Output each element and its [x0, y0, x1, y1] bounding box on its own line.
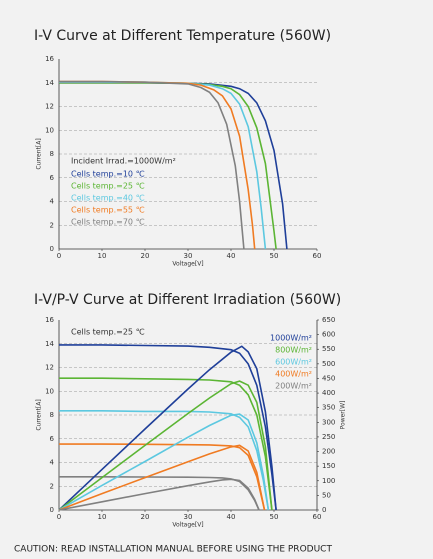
y2-tick-label: 400 [322, 389, 335, 397]
x-tick-label: 10 [98, 513, 107, 521]
x-axis-label: Voltage[V] [172, 261, 203, 268]
y-tick-label: 10 [45, 387, 54, 395]
legend-entry: 800W/m² [275, 346, 312, 355]
y-tick-label: 8 [50, 411, 54, 419]
y-tick-label: 4 [50, 198, 55, 206]
y2-tick-label: 650 [322, 316, 335, 324]
x-tick-label: 30 [184, 252, 193, 260]
y2-tick-label: 500 [322, 360, 335, 368]
y-tick-label: 2 [50, 221, 54, 229]
annotation: Cells temp.=25 ℃ [71, 328, 145, 337]
y-tick-label: 2 [50, 482, 54, 490]
series-line [58, 413, 270, 511]
legend-entry: Cells temp.=70 ℃ [71, 218, 145, 227]
x-tick-label: 20 [141, 252, 150, 260]
legend-entry: Cells temp.=25 ℃ [71, 182, 145, 191]
y-tick-label: 12 [45, 364, 54, 372]
y2-tick-label: 300 [322, 418, 335, 426]
x-tick-label: 50 [270, 513, 279, 521]
y2-tick-label: 350 [322, 404, 335, 412]
chart-title: I-V/P-V Curve at Different Irradiation (… [34, 292, 341, 308]
legend-entry: Cells temp.=10 ℃ [71, 170, 145, 179]
x-tick-label: 0 [57, 513, 61, 521]
x-tick-label: 20 [141, 513, 150, 521]
x-tick-label: 40 [227, 252, 236, 260]
y-tick-label: 4 [50, 459, 55, 467]
series-line [59, 443, 266, 511]
y-axis-label: Current[A] [36, 138, 43, 169]
legend-entry: Cells temp.=55 ℃ [71, 206, 145, 215]
y2-tick-label: 200 [322, 448, 335, 456]
y-tick-label: 16 [45, 316, 54, 324]
series-line [59, 377, 273, 511]
x-tick-label: 60 [313, 252, 322, 260]
series-line [58, 380, 273, 511]
y2-tick-label: 150 [322, 462, 335, 470]
y-tick-label: 0 [50, 506, 54, 514]
legend-entry: Cells temp.=40 ℃ [71, 194, 145, 203]
legend-entry: 1000W/m² [270, 334, 312, 343]
y2-tick-label: 50 [322, 491, 331, 499]
y-tick-label: 0 [50, 245, 54, 253]
y2-tick-label: 600 [322, 331, 335, 339]
caution: CAUTION: READ INSTALLATION MANUAL BEFORE… [14, 545, 332, 555]
x-axis-label: Voltage[V] [172, 522, 203, 529]
y2-tick-label: 100 [322, 477, 335, 485]
y-tick-label: 14 [45, 79, 54, 87]
y-tick-label: 16 [45, 55, 54, 63]
y-axis-label: Current[A] [36, 399, 43, 430]
legend-entry: 600W/m² [275, 358, 312, 367]
series-line [58, 478, 260, 511]
legend-entry: 200W/m² [275, 382, 312, 391]
y2-axis-label: Power[W] [340, 401, 347, 430]
series-line [59, 344, 277, 511]
x-tick-label: 0 [57, 252, 61, 260]
series-line [58, 444, 266, 511]
series-line [58, 345, 277, 511]
chart-title: I-V Curve at Different Temperature (560W… [34, 28, 331, 44]
y2-tick-label: 550 [322, 345, 335, 353]
x-tick-label: 30 [184, 513, 193, 521]
series-line [59, 80, 245, 250]
x-tick-label: 10 [98, 252, 107, 260]
x-tick-label: 40 [227, 513, 236, 521]
y2-tick-label: 0 [322, 506, 326, 514]
y2-tick-label: 250 [322, 433, 335, 441]
x-tick-label: 50 [270, 252, 279, 260]
y-tick-label: 8 [50, 150, 54, 158]
legend-entry: 400W/m² [275, 370, 312, 379]
series-line [59, 410, 270, 511]
y-tick-label: 6 [50, 174, 55, 182]
annotation: Incident Irrad.=1000W/m² [71, 157, 176, 166]
y2-tick-label: 450 [322, 374, 335, 382]
y-tick-label: 10 [45, 126, 54, 134]
y-tick-label: 12 [45, 103, 54, 111]
y-tick-label: 14 [45, 340, 54, 348]
y-tick-label: 6 [50, 435, 55, 443]
x-tick-label: 60 [313, 513, 322, 521]
